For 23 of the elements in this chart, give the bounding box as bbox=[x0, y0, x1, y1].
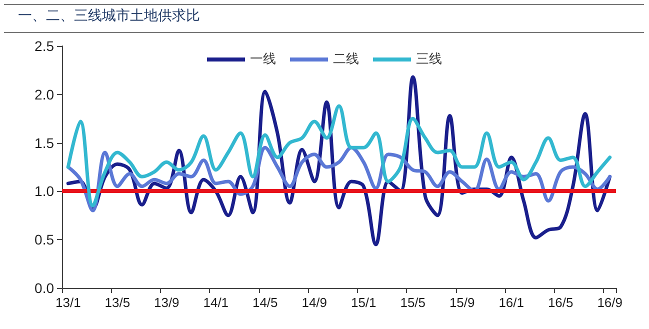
legend-label: 三线 bbox=[416, 52, 442, 67]
y-tick-label: 2.5 bbox=[34, 38, 54, 54]
x-tick-label: 15/5 bbox=[400, 295, 426, 310]
y-tick-label: 1.0 bbox=[34, 183, 54, 200]
y-tick-label: 0.0 bbox=[34, 280, 54, 296]
x-tick-label: 14/1 bbox=[203, 295, 229, 310]
chart-title: 一、二、三线城市土地供求比 bbox=[18, 7, 200, 25]
x-tick-label: 14/9 bbox=[302, 295, 328, 310]
x-tick-label: 16/9 bbox=[597, 295, 622, 310]
x-tick-label: 13/1 bbox=[56, 295, 81, 310]
x-tick-label: 14/5 bbox=[252, 295, 278, 310]
y-tick-label: 1.5 bbox=[34, 134, 54, 151]
x-tick-label: 15/9 bbox=[449, 295, 475, 310]
x-tick-label: 15/1 bbox=[350, 295, 376, 310]
x-tick-label: 13/5 bbox=[104, 295, 130, 310]
y-tick-label: 0.5 bbox=[34, 232, 54, 248]
x-tick-label: 13/9 bbox=[154, 295, 180, 310]
x-tick-label: 16/1 bbox=[498, 295, 524, 310]
line-series bbox=[66, 104, 612, 208]
legend-label: 一线 bbox=[250, 52, 276, 67]
x-tick-label: 16/5 bbox=[548, 295, 574, 310]
legend-label: 二线 bbox=[333, 52, 359, 67]
y-tick-label: 2.0 bbox=[34, 86, 54, 102]
